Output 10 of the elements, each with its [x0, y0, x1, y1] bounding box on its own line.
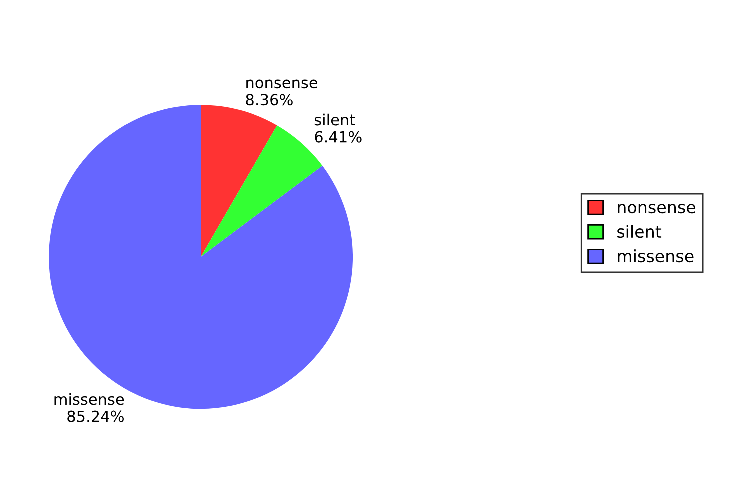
- slice-label: nonsense: [246, 80, 318, 89]
- slice-label: silent: [314, 114, 356, 126]
- data-label: 8.36%: [246, 94, 293, 106]
- legend-label: missense: [618, 250, 694, 263]
- data-label: 85.24%: [68, 410, 124, 422]
- legend-label: silent: [618, 225, 662, 238]
- legend-label: nonsense: [618, 204, 696, 214]
- data-label: 6.41%: [315, 131, 362, 143]
- pie-slice: [201, 105, 278, 258]
- slice-label: missense: [54, 393, 124, 406]
